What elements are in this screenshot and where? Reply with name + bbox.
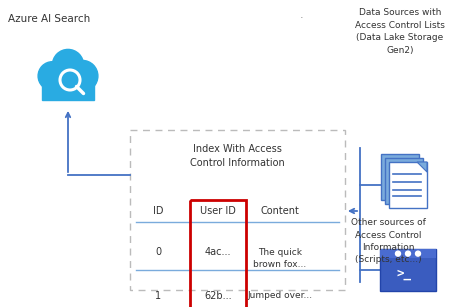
- Text: Jumped over...: Jumped over...: [247, 292, 313, 301]
- Circle shape: [405, 251, 411, 256]
- FancyBboxPatch shape: [381, 154, 419, 200]
- Text: Other sources of
Access Control
Information
(Scripts, etc...): Other sources of Access Control Informat…: [350, 218, 425, 265]
- Text: 1: 1: [155, 291, 161, 301]
- Text: 62b...: 62b...: [204, 291, 232, 301]
- Circle shape: [38, 62, 67, 90]
- Ellipse shape: [42, 68, 94, 96]
- FancyBboxPatch shape: [389, 162, 427, 208]
- Polygon shape: [417, 162, 427, 172]
- Circle shape: [415, 251, 420, 256]
- Bar: [380, 249, 436, 258]
- Text: 0: 0: [155, 247, 161, 257]
- Text: Azure AI Search: Azure AI Search: [8, 14, 90, 24]
- Bar: [42, 82, 94, 100]
- Text: .: .: [300, 10, 304, 20]
- FancyBboxPatch shape: [385, 158, 423, 204]
- Bar: [190, 200, 246, 307]
- Circle shape: [395, 251, 401, 256]
- Circle shape: [53, 49, 84, 81]
- FancyBboxPatch shape: [130, 130, 345, 290]
- Text: Data Sources with
Access Control Lists
(Data Lake Storage
Gen2): Data Sources with Access Control Lists (…: [355, 8, 445, 55]
- Text: The quick
brown fox...: The quick brown fox...: [254, 248, 307, 269]
- Circle shape: [67, 60, 98, 91]
- Text: 4ac...: 4ac...: [205, 247, 231, 257]
- Text: >_: >_: [396, 267, 412, 281]
- Text: User ID: User ID: [200, 206, 236, 216]
- Text: ID: ID: [153, 206, 163, 216]
- Text: Index With Access
Control Information: Index With Access Control Information: [190, 144, 285, 168]
- Text: Content: Content: [261, 206, 299, 216]
- FancyBboxPatch shape: [380, 249, 436, 291]
